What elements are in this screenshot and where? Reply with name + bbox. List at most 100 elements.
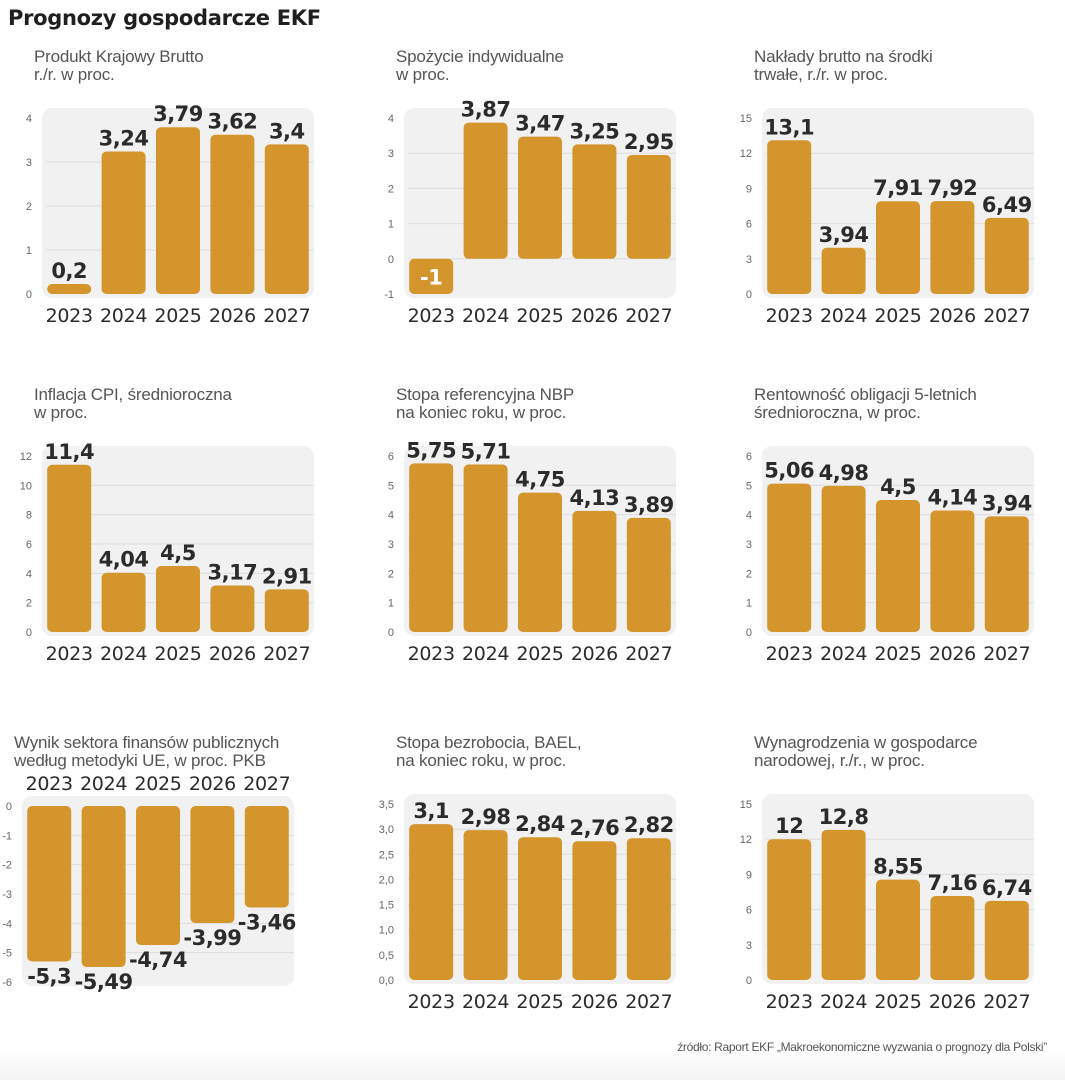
y-tick-label: 1,0: [379, 925, 394, 937]
x-tick-label: 2023: [46, 305, 93, 327]
x-tick-label: 2023: [408, 643, 455, 665]
x-tick-label: 2026: [929, 643, 976, 665]
value-label: 12: [775, 814, 803, 838]
y-tick-label: 1: [26, 245, 32, 257]
bar-2025: [876, 879, 920, 980]
y-tick-label: 2: [26, 598, 32, 610]
bar-2025: [518, 837, 562, 980]
x-tick-label: 2024: [820, 643, 867, 665]
chart-svg: 0 3 6 9 12 15 13,1 2023 3,94 2024 7,91 2025 7,92 2026…: [740, 108, 1034, 327]
y-tick-label: -6: [2, 977, 12, 989]
x-tick-label: 2025: [516, 991, 563, 1013]
y-tick-label: 10: [20, 480, 32, 492]
y-tick-label: -1: [384, 289, 394, 301]
bar-2023: [409, 824, 454, 980]
x-tick-label: 2025: [154, 305, 201, 327]
bar-2027: [984, 516, 1029, 632]
y-tick-label: 0,5: [379, 950, 394, 962]
y-tick-label: 0: [746, 289, 752, 301]
x-tick-label: 2026: [189, 773, 236, 795]
y-tick-label: 4: [388, 510, 394, 522]
value-label: 2,76: [569, 816, 619, 840]
bar-2026: [930, 510, 975, 632]
y-tick-label: 12: [20, 451, 32, 463]
x-tick-label: 2027: [983, 991, 1030, 1013]
chart-title: Stopa bezrobocia, BAEL, na koniec roku, …: [396, 733, 582, 770]
y-tick-label: 9: [746, 869, 752, 881]
value-label: -4,74: [129, 948, 187, 972]
x-tick-label: 2027: [625, 643, 672, 665]
x-tick-label: 2024: [80, 773, 127, 795]
bar-2027: [984, 217, 1029, 294]
chart-title: Wynagrodzenia w gospodarce narodowej, r.…: [754, 733, 978, 770]
x-tick-label: 2025: [874, 305, 921, 327]
y-tick-label: 3: [746, 940, 752, 952]
bar-2027: [984, 900, 1029, 980]
y-tick-label: 2,0: [379, 874, 394, 886]
y-tick-label: 6: [26, 539, 32, 551]
value-label: 2,91: [262, 564, 312, 588]
y-tick-label: 3,5: [379, 799, 394, 811]
value-label: 3,79: [153, 102, 203, 126]
chart-panel-gdp: Produkt Krajowy Brutto r./r. w proc. 0 1 2…: [26, 48, 379, 368]
x-tick-label: 2025: [134, 773, 181, 795]
y-tick-label: 1: [388, 219, 394, 231]
y-tick-label: 1: [746, 598, 752, 610]
y-tick-label: 3,0: [379, 824, 394, 836]
bar-2026: [210, 585, 255, 632]
y-tick-label: 8: [26, 510, 32, 522]
bar-2023: [409, 258, 454, 294]
y-tick-label: 0,0: [379, 975, 394, 987]
x-tick-label: 2025: [154, 643, 201, 665]
y-tick-label: -2: [2, 860, 12, 872]
x-tick-label: 2026: [571, 305, 618, 327]
value-label: 3,4: [269, 119, 305, 143]
y-tick-label: 0: [746, 975, 752, 987]
y-tick-label: 1: [388, 598, 394, 610]
x-tick-label: 2023: [766, 305, 813, 327]
x-tick-label: 2024: [820, 305, 867, 327]
chart-svg: 0 2 4 6 8 10 12 11,4 2023 4,04 2024 4,5 2025 3,17 2026…: [20, 440, 314, 665]
x-tick-label: 2027: [983, 643, 1030, 665]
y-tick-label: 5: [746, 480, 752, 492]
value-label: -5,3: [27, 964, 71, 988]
x-tick-label: 2026: [571, 643, 618, 665]
bar-2026: [572, 510, 617, 632]
bar-2027: [626, 517, 671, 632]
value-label: 4,98: [819, 461, 869, 485]
bar-2026: [572, 841, 617, 980]
bar-2024: [101, 572, 146, 632]
bar-2025: [156, 566, 200, 632]
x-tick-label: 2023: [46, 643, 93, 665]
bar-2025: [156, 127, 200, 295]
bar-2023: [47, 464, 92, 632]
value-label: 3,87: [461, 98, 511, 122]
bar-2026: [930, 201, 975, 294]
bar-2023: [767, 483, 812, 632]
value-label: 2,84: [515, 812, 565, 836]
value-label: 7,92: [927, 176, 977, 200]
bar-2024: [463, 830, 508, 980]
chart-svg: 0 3 6 9 12 15 12 2023 12,8 2024 8,55 2025 7,16 2026 6,…: [740, 794, 1034, 1013]
x-tick-label: 2024: [462, 643, 509, 665]
bar-2026: [190, 806, 235, 924]
y-tick-label: 3: [746, 539, 752, 551]
x-tick-label: 2025: [874, 991, 921, 1013]
value-label: 3,1: [413, 799, 449, 823]
y-tick-label: 12: [740, 148, 752, 160]
chart-panel-unemployment: Stopa bezrobocia, BAEL, na koniec roku, …: [379, 733, 741, 1054]
bar-2027: [264, 144, 309, 294]
bar-2025: [136, 806, 180, 946]
value-label: 3,17: [207, 561, 257, 585]
y-tick-label: 6: [746, 219, 752, 231]
y-tick-label: 4: [388, 113, 394, 125]
x-tick-label: 2024: [100, 305, 147, 327]
y-tick-label: 4: [26, 113, 32, 125]
x-tick-label: 2026: [209, 643, 256, 665]
value-label: -5,49: [75, 970, 133, 994]
bar-2025: [518, 492, 562, 632]
x-tick-label: 2026: [571, 991, 618, 1013]
value-label: 13,1: [764, 115, 814, 139]
bar-2023: [767, 839, 812, 980]
chart-svg: 0,0 0,5 1,0 1,5 2,0 2,5 3,0 3,5 3,1 2023 2,98 2024 2…: [379, 794, 676, 1013]
